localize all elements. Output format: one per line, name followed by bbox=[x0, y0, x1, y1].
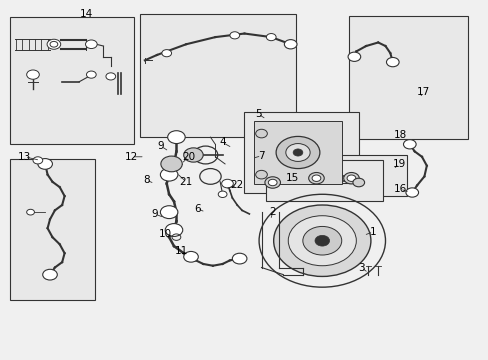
Bar bbox=[254, 121, 341, 184]
Bar bbox=[244, 112, 358, 193]
Text: 16: 16 bbox=[393, 184, 406, 194]
Circle shape bbox=[346, 175, 355, 181]
Circle shape bbox=[165, 224, 183, 237]
Text: 5: 5 bbox=[254, 109, 261, 119]
Bar bbox=[140, 14, 295, 137]
Text: 21: 21 bbox=[179, 177, 192, 187]
Circle shape bbox=[268, 179, 277, 186]
Circle shape bbox=[38, 158, 52, 169]
Circle shape bbox=[273, 205, 370, 276]
Text: 7: 7 bbox=[258, 151, 264, 161]
Text: 12: 12 bbox=[125, 152, 138, 162]
Circle shape bbox=[276, 136, 319, 168]
Text: 6: 6 bbox=[194, 203, 200, 213]
Circle shape bbox=[47, 39, 61, 49]
Circle shape bbox=[232, 253, 246, 264]
Circle shape bbox=[308, 172, 324, 184]
Text: 20: 20 bbox=[182, 152, 195, 162]
Circle shape bbox=[229, 32, 239, 39]
Circle shape bbox=[86, 71, 96, 78]
Text: 11: 11 bbox=[174, 247, 187, 256]
Text: 13: 13 bbox=[18, 152, 31, 162]
Text: 10: 10 bbox=[159, 229, 172, 239]
Circle shape bbox=[292, 149, 302, 156]
Circle shape bbox=[162, 50, 171, 57]
Circle shape bbox=[33, 157, 42, 164]
Circle shape bbox=[386, 58, 398, 67]
Text: 22: 22 bbox=[230, 180, 244, 190]
Circle shape bbox=[287, 216, 356, 266]
Text: 8: 8 bbox=[142, 175, 149, 185]
Circle shape bbox=[285, 144, 309, 161]
Circle shape bbox=[160, 206, 178, 219]
Circle shape bbox=[403, 140, 415, 149]
Circle shape bbox=[347, 52, 360, 62]
Text: 18: 18 bbox=[393, 130, 406, 140]
Circle shape bbox=[302, 226, 341, 255]
Circle shape bbox=[161, 156, 182, 172]
Text: 9: 9 bbox=[157, 141, 164, 151]
Circle shape bbox=[255, 129, 267, 138]
Circle shape bbox=[218, 191, 226, 198]
Circle shape bbox=[352, 178, 364, 187]
Circle shape bbox=[311, 175, 320, 181]
Circle shape bbox=[255, 170, 267, 179]
Circle shape bbox=[50, 41, 58, 47]
Circle shape bbox=[266, 33, 276, 41]
Bar bbox=[10, 158, 95, 300]
Circle shape bbox=[264, 177, 280, 188]
Text: 15: 15 bbox=[285, 173, 298, 183]
Circle shape bbox=[183, 251, 198, 262]
Bar bbox=[266, 160, 382, 202]
Text: 2: 2 bbox=[269, 207, 275, 217]
Circle shape bbox=[221, 179, 233, 188]
Text: 1: 1 bbox=[369, 227, 376, 237]
Text: 4: 4 bbox=[219, 138, 225, 148]
Circle shape bbox=[167, 131, 185, 144]
Circle shape bbox=[42, 269, 57, 280]
Text: 9: 9 bbox=[151, 209, 158, 219]
Text: 14: 14 bbox=[80, 9, 93, 19]
Text: 19: 19 bbox=[392, 159, 405, 169]
Text: 17: 17 bbox=[416, 87, 429, 98]
Circle shape bbox=[85, 40, 97, 49]
Circle shape bbox=[106, 73, 116, 80]
Circle shape bbox=[183, 148, 203, 162]
Circle shape bbox=[405, 188, 418, 197]
Circle shape bbox=[27, 70, 39, 79]
Bar bbox=[10, 18, 134, 144]
Circle shape bbox=[27, 209, 34, 215]
Circle shape bbox=[160, 168, 178, 181]
Bar bbox=[348, 16, 467, 139]
Circle shape bbox=[284, 40, 296, 49]
Circle shape bbox=[343, 172, 359, 184]
Circle shape bbox=[314, 235, 329, 246]
Bar bbox=[307, 155, 407, 196]
Text: 3: 3 bbox=[357, 262, 364, 273]
